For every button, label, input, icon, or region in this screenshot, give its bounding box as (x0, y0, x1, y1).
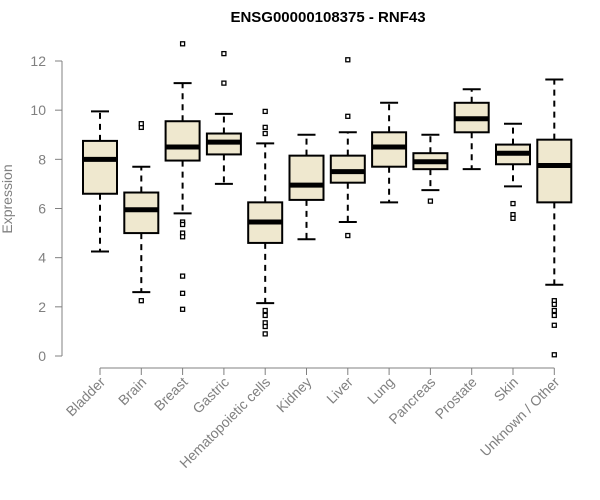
box-4 (247, 108, 284, 337)
outlier-point (262, 323, 268, 330)
box-5 (288, 133, 325, 241)
box-iqr (536, 138, 573, 204)
box-iqr (123, 191, 160, 235)
chart-title: ENSG00000108375 - RNF43 (230, 9, 425, 26)
box-0 (82, 110, 118, 253)
x-tick-label: Kidney (273, 374, 315, 416)
box-1 (123, 121, 160, 304)
outlier-point (551, 352, 557, 358)
outlier-point (345, 113, 351, 119)
x-tick-label: Prostate (432, 374, 480, 422)
outlier-point (551, 322, 557, 328)
outlier-point (138, 121, 144, 127)
outlier-point (551, 307, 557, 314)
box-iqr (288, 154, 325, 201)
outlier-point (138, 298, 144, 304)
outlier-point (510, 215, 516, 221)
y-axis-title: Expression (0, 164, 15, 233)
outlier-point (262, 124, 268, 131)
x-tick-label: Breast (151, 374, 191, 414)
outlier-point (262, 307, 268, 314)
outlier-point (179, 234, 186, 240)
y-tick-label: 10 (30, 102, 46, 118)
outlier-point (179, 290, 186, 296)
box-iqr (164, 120, 201, 162)
box-6 (329, 57, 366, 239)
box-iqr (82, 139, 118, 195)
x-tick-label: Lung (364, 374, 397, 407)
y-axis: 0 2 4 6 8 10 12 (30, 53, 63, 364)
outlier-point (345, 57, 351, 63)
box-10 (495, 122, 531, 221)
y-tick-label: 0 (38, 348, 46, 364)
x-tick-label: Brain (115, 374, 149, 408)
outlier-point (427, 198, 434, 204)
outlier-point (262, 331, 268, 337)
box-7 (371, 101, 408, 204)
outlier-point (221, 80, 227, 86)
box-3 (205, 50, 242, 185)
box-9 (453, 88, 490, 171)
y-tick-label: 2 (38, 299, 46, 315)
outlier-point (262, 108, 268, 115)
outlier-point (510, 200, 516, 207)
y-tick-label: 6 (38, 201, 46, 217)
outlier-point (179, 221, 186, 228)
box-8 (412, 133, 449, 204)
outlier-point (179, 273, 186, 279)
y-tick-label: 4 (38, 250, 46, 266)
x-tick-label: Bladder (63, 374, 109, 420)
outlier-point (262, 130, 268, 137)
outlier-point (221, 50, 227, 57)
outlier-point (551, 312, 557, 319)
x-tick-label: Skin (491, 374, 522, 405)
box-2 (164, 41, 201, 312)
outlier-point (345, 232, 351, 239)
outlier-point (179, 41, 186, 47)
x-tick-label: Liver (323, 374, 356, 407)
y-tick-label: 8 (38, 151, 46, 167)
box-11 (536, 78, 573, 358)
outlier-point (262, 312, 268, 319)
outlier-point (551, 301, 557, 308)
boxes-group (82, 41, 573, 358)
outlier-point (179, 306, 186, 312)
y-tick-label: 12 (30, 53, 46, 69)
